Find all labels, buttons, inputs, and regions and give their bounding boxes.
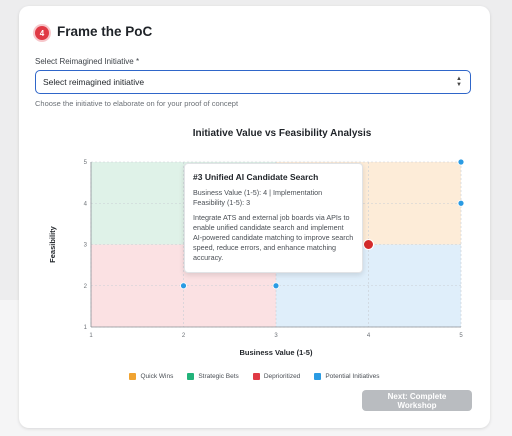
x-axis-label: Business Value (1-5) [240,348,313,357]
legend-item[interactable]: Strategic Bets [187,373,239,380]
legend-swatch [129,373,137,380]
x-tick-label: 5 [459,333,463,339]
legend-label: Quick Wins [140,373,174,380]
next-complete-workshop-button[interactable]: Next: Complete Workshop [362,390,472,411]
tooltip-description: Integrate ATS and external job boards vi… [193,213,354,262]
step-number-badge: 4 [35,26,49,40]
y-tick-label: 1 [84,325,88,331]
tooltip-metrics: Business Value (1-5): 4 | Implementation… [193,188,323,207]
data-point [457,199,465,207]
section-title: Frame the PoC [57,24,153,39]
legend-label: Deprioritized [263,373,301,380]
initiative-tooltip: #3 Unified AI Candidate Search Business … [184,163,363,273]
initiative-select-label: Select Reimagined Initiative * [35,57,140,66]
data-point [457,158,465,166]
legend-swatch [252,373,260,380]
x-tick-label: 4 [367,333,371,339]
x-tick-label: 1 [89,333,93,339]
legend-item[interactable]: Potential Initiatives [314,373,380,380]
data-point [180,282,187,290]
chevron-up-down-icon: ▲ ▼ [456,76,462,88]
legend-swatch [314,373,322,380]
x-tick-label: 3 [274,333,278,339]
y-tick-label: 3 [84,243,88,249]
legend-item[interactable]: Quick Wins [129,373,173,380]
chart-legend: Quick Wins Strategic Bets Deprioritized Pot… [19,373,490,380]
y-tick-label: 5 [84,160,88,166]
frame-poc-card: 4 Frame the PoC Select Reimagined Initia… [19,6,490,428]
legend-swatch [187,373,195,380]
legend-label: Strategic Bets [198,373,239,380]
x-tick-label: 2 [182,333,186,339]
legend-item[interactable]: Deprioritized [252,373,301,380]
chart-title: Initiative Value vs Feasibility Analysis [193,128,372,139]
initiative-select-helper: Choose the initiative to elaborate on fo… [35,99,239,108]
tooltip-title: #3 Unified AI Candidate Search [193,172,319,182]
y-tick-label: 2 [84,284,88,290]
initiative-select-value: Select reimagined initiative [43,77,145,87]
y-tick-label: 4 [84,201,88,207]
initiative-select[interactable]: Select reimagined initiative ▲ ▼ [35,70,471,94]
y-axis-label: Feasibility [48,225,57,263]
data-point [272,282,280,290]
legend-label: Potential Initiatives [325,373,380,380]
data-point-highlighted [363,239,374,250]
